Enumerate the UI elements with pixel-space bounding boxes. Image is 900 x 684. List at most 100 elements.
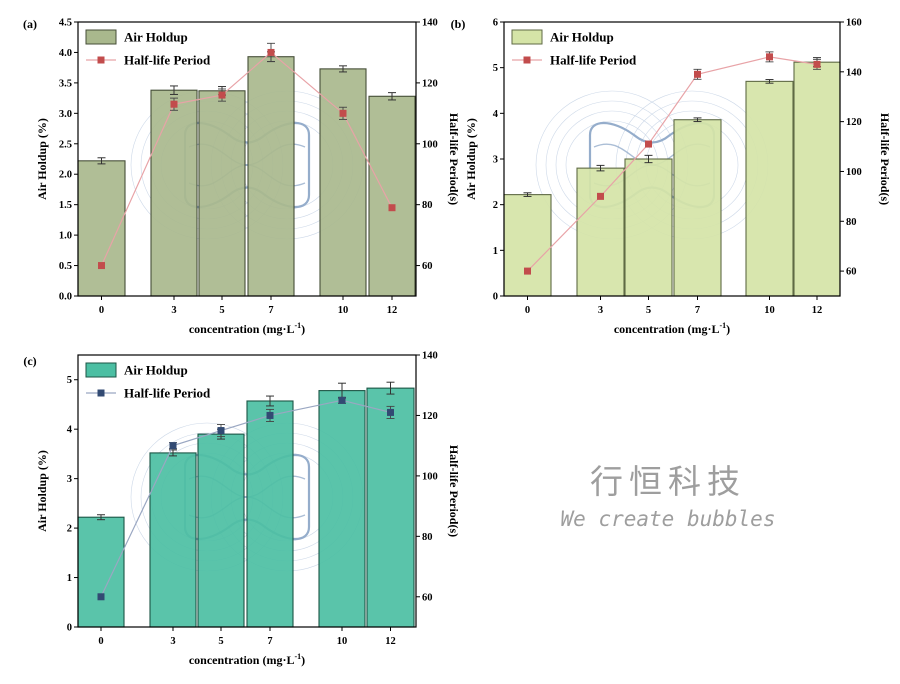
point-half-life xyxy=(217,427,225,435)
panel-label: (b) xyxy=(451,17,466,31)
bar-air-holdup xyxy=(197,433,245,628)
y-right-tick-label: 140 xyxy=(846,67,862,78)
y-right-tick-label: 140 xyxy=(422,351,438,362)
x-tick-label: 3 xyxy=(171,305,176,316)
y-left-tick-label: 1.5 xyxy=(59,200,72,211)
y-right-tick-label: 80 xyxy=(422,532,433,543)
y-left-tick-label: 6 xyxy=(493,18,498,29)
y-left-tick-label: 1 xyxy=(67,573,72,584)
bar-air-holdup xyxy=(198,90,246,297)
y-left-axis-label: Air Holdup (%) xyxy=(35,450,49,532)
bar-air-holdup xyxy=(319,68,367,297)
y-left-tick-label: 3.5 xyxy=(59,78,72,89)
y-left-tick-label: 4.5 xyxy=(59,18,72,29)
y-left-tick-label: 5 xyxy=(493,63,498,74)
y-right-tick-label: 80 xyxy=(422,200,433,211)
x-tick-label: 10 xyxy=(337,636,348,647)
y-left-tick-label: 0 xyxy=(67,623,72,634)
series-line-half-life xyxy=(527,56,818,272)
error-bar-air-holdup xyxy=(693,117,702,123)
bar-air-holdup xyxy=(77,516,125,628)
error-bar-air-holdup xyxy=(339,65,347,73)
y-right-tick-label: 100 xyxy=(422,471,438,482)
y-right-tick-label: 60 xyxy=(846,267,857,278)
y-right-tick-label: 60 xyxy=(422,261,433,272)
error-bar-air-holdup xyxy=(266,395,274,407)
y-left-tick-label: 1 xyxy=(493,246,498,257)
x-tick-label: 10 xyxy=(338,305,349,316)
point-half-life xyxy=(169,442,177,450)
error-bar-air-holdup xyxy=(523,192,532,197)
point-half-life xyxy=(339,109,347,117)
bar-air-holdup xyxy=(149,452,197,628)
error-bar-air-holdup xyxy=(765,79,774,84)
error-bar-air-holdup xyxy=(388,92,396,101)
bar-air-holdup xyxy=(247,56,295,297)
x-axis-label: concentration (mg·L-1) xyxy=(189,321,305,336)
y-right-tick-label: 160 xyxy=(846,18,862,29)
x-tick-label: 5 xyxy=(218,636,223,647)
point-half-life xyxy=(218,91,226,99)
point-half-life xyxy=(694,70,701,78)
y-right-axis-label: Half-life Period(s) xyxy=(447,445,461,537)
x-tick-label: 10 xyxy=(764,305,775,316)
y-left-tick-label: 5 xyxy=(67,375,72,386)
bar-air-holdup xyxy=(366,387,415,628)
point-half-life xyxy=(98,262,105,270)
legend-marker-half-life xyxy=(523,56,531,64)
y-left-tick-label: 3 xyxy=(493,155,498,166)
y-right-tick-label: 100 xyxy=(422,139,438,150)
y-right-tick-label: 140 xyxy=(422,18,438,29)
x-tick-label: 5 xyxy=(646,305,651,316)
bar-air-holdup xyxy=(246,400,294,628)
plot-frame xyxy=(77,354,417,628)
legend-marker-half-life xyxy=(97,389,105,397)
point-half-life xyxy=(766,53,773,61)
point-half-life xyxy=(597,192,604,200)
error-bar-air-holdup xyxy=(644,154,653,164)
x-tick-label: 3 xyxy=(170,636,175,647)
panel-label: (c) xyxy=(23,354,36,368)
legend-swatch-air-holdup xyxy=(85,362,117,378)
y-left-axis-label: Air Holdup (%) xyxy=(35,118,49,200)
point-half-life xyxy=(97,593,105,601)
y-left-tick-label: 4 xyxy=(493,109,499,120)
y-left-tick-label: 0.5 xyxy=(59,261,72,272)
legend: Air Holdup Half-life Period xyxy=(85,362,211,401)
y-left-axis-label: Air Holdup (%) xyxy=(464,118,478,200)
x-tick-label: 12 xyxy=(387,305,398,316)
plot-frame xyxy=(77,21,417,297)
error-bar-air-holdup xyxy=(97,157,106,165)
legend-label-half-life: Half-life Period xyxy=(124,53,211,68)
series-line-half-life xyxy=(100,51,393,266)
y-left-tick-label: 2.0 xyxy=(59,170,72,181)
panel-label: (a) xyxy=(23,17,37,31)
bar-air-holdup xyxy=(150,89,198,297)
legend: Air Holdup Half-life Period xyxy=(85,29,211,68)
point-half-life xyxy=(170,100,178,108)
legend: Air Holdup Half-life Period xyxy=(511,29,637,68)
point-half-life xyxy=(388,204,396,212)
x-axis-label: concentration (mg·L-1) xyxy=(614,321,730,336)
y-right-tick-label: 120 xyxy=(422,78,438,89)
y-left-tick-label: 1.0 xyxy=(59,231,72,242)
y-left-tick-label: 2.5 xyxy=(59,139,72,150)
bar-air-holdup xyxy=(673,119,722,297)
point-half-life xyxy=(266,411,274,419)
watermark: 行恒科技 We create bubbles xyxy=(561,462,776,531)
y-right-tick-label: 80 xyxy=(846,217,857,228)
legend-label-air-holdup: Air Holdup xyxy=(550,30,614,45)
y-right-axis-label: Half-life Period(s) xyxy=(447,113,461,205)
point-half-life xyxy=(645,140,652,148)
x-axis-label: concentration (mg·L-1) xyxy=(189,652,305,667)
bar-air-holdup xyxy=(576,167,625,297)
legend-label-half-life: Half-life Period xyxy=(550,53,637,68)
y-right-axis-label: Half-life Period(s) xyxy=(878,113,892,205)
bar-air-holdup xyxy=(318,390,366,628)
y-left-tick-label: 2 xyxy=(493,200,498,211)
x-tick-label: 0 xyxy=(99,305,104,316)
x-tick-label: 7 xyxy=(695,305,700,316)
watermark-subtitle: We create bubbles xyxy=(561,507,776,531)
bar-air-holdup xyxy=(793,61,841,297)
